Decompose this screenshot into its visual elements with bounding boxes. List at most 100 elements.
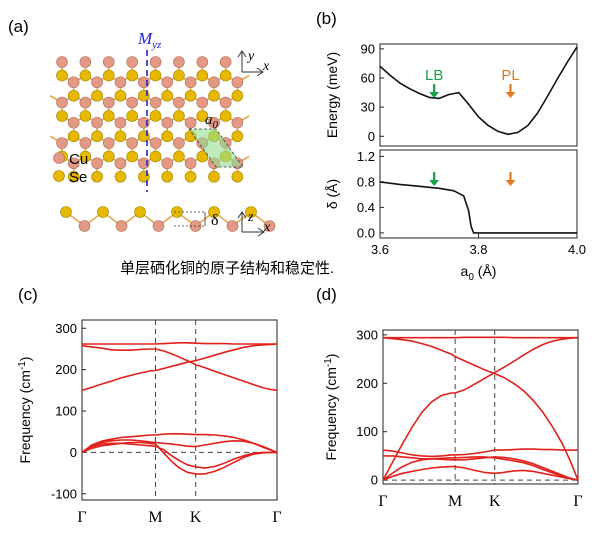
atom-legend: Cu Se xyxy=(53,151,88,186)
se-atom xyxy=(208,206,220,218)
cu-atom xyxy=(208,116,220,129)
svg-text:δ: δ xyxy=(211,212,219,229)
y-tick-label: 0.0 xyxy=(357,225,375,240)
phonon-band-d xyxy=(383,455,579,481)
cu-atom xyxy=(78,220,91,232)
x-tick-label: 3.8 xyxy=(469,242,487,257)
cu-atom xyxy=(91,116,103,129)
x-tick-label: 3.6 xyxy=(371,242,389,257)
cu-atom xyxy=(263,220,276,232)
y-axis-label: Frequency (cm-1) xyxy=(323,354,339,461)
cu-atom xyxy=(102,56,115,68)
cu-atom xyxy=(149,137,162,149)
y-tick-label: 0 xyxy=(70,445,77,460)
cu-atom xyxy=(231,76,244,89)
cu-atom xyxy=(219,96,232,109)
cu-atom xyxy=(208,76,220,89)
se-atom xyxy=(114,170,127,183)
y-tick-label: 200 xyxy=(356,376,378,391)
se-atom xyxy=(173,69,185,82)
plot-frame xyxy=(382,329,579,485)
cu-atom xyxy=(184,76,197,89)
cu-atom xyxy=(126,137,138,149)
delta-curve xyxy=(379,181,577,234)
cu-atom xyxy=(173,96,185,109)
se-atom xyxy=(231,89,244,102)
cu-atom xyxy=(184,116,197,129)
y-tick-label: 0 xyxy=(371,473,378,488)
se-atom xyxy=(114,89,127,102)
phonon-band-d xyxy=(382,336,579,481)
chart-phonon-dispersion-d: 0 100 200 300 Γ M K Γ Frequency (cm-1) xyxy=(323,327,583,510)
cu-atom xyxy=(102,96,115,109)
cu-atom xyxy=(226,220,239,232)
cu-atom xyxy=(114,76,127,89)
se-atom xyxy=(102,150,115,163)
figure-caption: 单层硒化铜的原子结构和稳定性. xyxy=(120,260,334,277)
cu-atom xyxy=(67,76,80,89)
y-axis-label: δ (Å) xyxy=(324,179,340,209)
annotation-arrowhead xyxy=(505,92,516,98)
se-atom xyxy=(56,110,68,122)
cu-atom xyxy=(102,137,115,149)
se-atom xyxy=(79,150,92,163)
panel-label-d: (d) xyxy=(316,285,337,304)
cu-atom xyxy=(79,96,92,109)
se-atom xyxy=(196,150,209,163)
y-tick-label: 300 xyxy=(356,327,378,342)
se-atom xyxy=(126,150,138,163)
se-atom xyxy=(134,206,146,218)
se-atom xyxy=(126,69,138,82)
crystal-structure-side-view xyxy=(60,206,276,232)
plot-frame xyxy=(379,149,578,239)
cu-atom xyxy=(184,157,197,170)
y-axis-label: Energy (meV) xyxy=(324,52,340,138)
se-atom xyxy=(171,206,183,218)
se-atom xyxy=(161,89,174,102)
se-atom xyxy=(196,110,209,122)
chart-delta-vs-a0: 0.0 0.4 0.8 1.2 3.6 3.8 4.0 δ (Å) a0 (Å) xyxy=(324,149,586,283)
se-atom xyxy=(67,170,80,183)
se-atom xyxy=(79,110,92,122)
se-atom xyxy=(56,69,68,82)
se-atom xyxy=(161,170,174,183)
se-atom xyxy=(67,89,80,102)
annotation-label: LB xyxy=(425,67,443,84)
svg-text:x: x xyxy=(262,59,270,74)
k-point-label: Γ xyxy=(272,509,281,526)
cu-atom xyxy=(67,116,80,129)
y-tick-label: -100 xyxy=(51,486,77,501)
annotation-arrowhead xyxy=(505,180,516,186)
k-point-label: Γ xyxy=(573,493,582,510)
y-tick-label: 0.8 xyxy=(357,174,375,189)
phonon-band-d xyxy=(382,448,578,458)
se-atom xyxy=(102,69,115,82)
cu-atom xyxy=(56,56,68,68)
se-atom xyxy=(102,110,115,122)
se-atom xyxy=(161,130,174,143)
lattice-label: a0 xyxy=(205,112,219,131)
se-atom xyxy=(149,110,162,122)
cu-atom xyxy=(91,76,103,89)
y-tick-label: 60 xyxy=(361,71,375,86)
k-point-label: M xyxy=(148,509,162,526)
chart-energy-vs-a0: 0 30 60 90 Energy (meV) LB PL xyxy=(324,41,578,147)
phonon-band-c xyxy=(81,439,278,454)
cu-atom xyxy=(67,157,80,170)
mirror-plane-label: Myz xyxy=(137,29,162,51)
se-atom xyxy=(208,170,220,183)
svg-text:Se: Se xyxy=(69,169,87,186)
cu-atom xyxy=(152,220,165,232)
se-atom xyxy=(196,69,209,82)
y-tick-label: 90 xyxy=(361,41,375,56)
cu-atom xyxy=(114,157,127,170)
cu-atom xyxy=(126,56,138,68)
svg-text:x: x xyxy=(263,220,271,235)
se-atom xyxy=(219,69,232,82)
cu-atom xyxy=(196,56,209,68)
se-atom xyxy=(208,89,220,102)
phonon-band-c xyxy=(81,343,278,392)
se-atom xyxy=(149,69,162,82)
k-point-label: M xyxy=(448,493,462,510)
se-atom xyxy=(91,130,103,143)
